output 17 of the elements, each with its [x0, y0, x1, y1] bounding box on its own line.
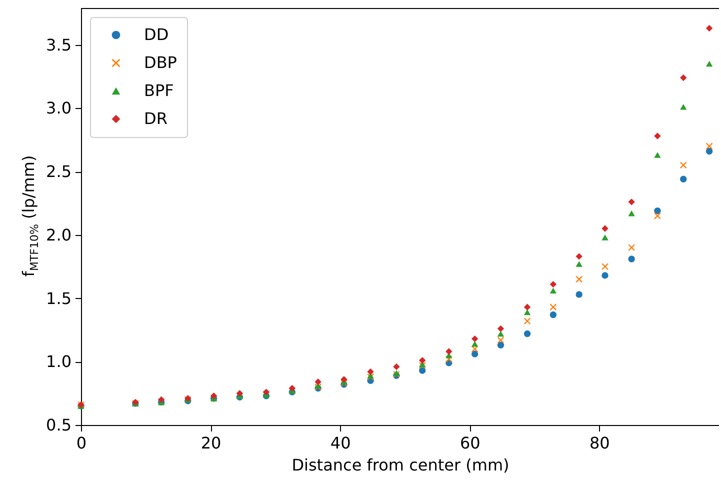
y-tick-label: 0.5	[46, 416, 72, 434]
y-tick-label: 3.0	[46, 98, 72, 118]
y-tick-label: 2.0	[46, 225, 72, 244]
x-tick-label: 20	[200, 434, 222, 452]
y-tick-label: 1.0	[46, 352, 72, 372]
x-tick-label: 60	[460, 434, 480, 452]
legend-label: DR	[144, 109, 168, 128]
legend-label: DD	[144, 25, 169, 44]
x-axis-title: Distance from center (mm)	[292, 456, 510, 474]
x-tick-label: 80	[589, 434, 610, 452]
y-tick-label: 3.5	[46, 35, 72, 54]
x-tick-label: 0	[76, 434, 87, 452]
y-tick-label: 1.5	[46, 288, 72, 308]
y-tick-label: 2.5	[46, 162, 72, 182]
x-tick-label: 40	[330, 434, 351, 452]
legend-label: DBP	[144, 53, 178, 72]
legend-label: BPF	[144, 81, 174, 100]
